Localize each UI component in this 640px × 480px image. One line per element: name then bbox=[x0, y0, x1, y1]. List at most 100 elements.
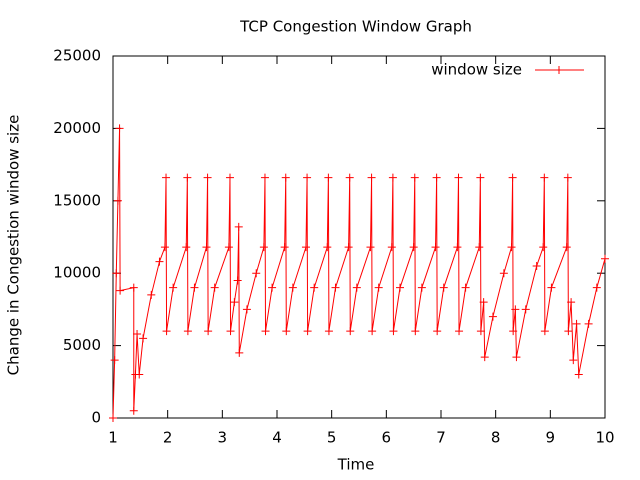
x-tick-label: 10 bbox=[595, 429, 614, 447]
point-marker bbox=[225, 173, 234, 182]
point-marker bbox=[323, 243, 332, 252]
point-marker bbox=[226, 327, 235, 336]
point-marker bbox=[374, 283, 383, 292]
point-marker bbox=[567, 298, 576, 307]
series-line bbox=[112, 128, 606, 419]
point-marker bbox=[563, 173, 572, 182]
x-tick-label: 2 bbox=[163, 429, 173, 447]
x-tick-label: 9 bbox=[546, 429, 556, 447]
point-marker bbox=[324, 327, 333, 336]
point-marker bbox=[475, 243, 484, 252]
y-tick-label: 15000 bbox=[53, 191, 101, 209]
y-tick-label: 10000 bbox=[53, 264, 101, 282]
point-marker bbox=[135, 370, 144, 379]
point-marker bbox=[461, 283, 470, 292]
point-marker bbox=[280, 243, 289, 252]
point-marker bbox=[242, 305, 251, 314]
point-marker bbox=[368, 327, 377, 336]
point-marker bbox=[409, 243, 418, 252]
point-marker bbox=[540, 327, 549, 336]
point-marker bbox=[540, 173, 549, 182]
point-marker bbox=[303, 327, 312, 336]
point-marker bbox=[592, 283, 601, 292]
point-marker bbox=[455, 327, 464, 336]
point-marker bbox=[235, 348, 244, 357]
point-marker bbox=[432, 173, 441, 182]
point-marker bbox=[202, 243, 211, 252]
point-marker bbox=[367, 173, 376, 182]
point-marker bbox=[115, 124, 124, 133]
point-marker bbox=[190, 283, 199, 292]
x-tick-label: 6 bbox=[382, 429, 392, 447]
point-marker bbox=[288, 283, 297, 292]
point-marker bbox=[268, 283, 277, 292]
point-marker bbox=[230, 298, 239, 307]
x-tick-label: 3 bbox=[218, 429, 228, 447]
point-marker bbox=[511, 305, 520, 314]
point-marker bbox=[155, 257, 164, 266]
y-tick-label: 25000 bbox=[53, 47, 101, 65]
y-tick-label: 0 bbox=[91, 409, 101, 427]
point-marker bbox=[479, 298, 488, 307]
point-marker bbox=[182, 243, 191, 252]
point-marker bbox=[411, 327, 420, 336]
point-marker bbox=[233, 276, 242, 285]
point-marker bbox=[112, 269, 121, 278]
point-marker bbox=[203, 173, 212, 182]
y-tick-label: 20000 bbox=[53, 119, 101, 137]
x-tick-label: 8 bbox=[491, 429, 501, 447]
point-marker bbox=[261, 327, 270, 336]
point-marker bbox=[417, 283, 426, 292]
x-tick-label: 7 bbox=[436, 429, 446, 447]
point-marker bbox=[389, 327, 398, 336]
point-marker bbox=[454, 173, 463, 182]
point-marker bbox=[210, 283, 219, 292]
point-marker bbox=[344, 243, 353, 252]
plot-border bbox=[112, 55, 606, 419]
point-marker bbox=[109, 414, 117, 422]
point-marker bbox=[521, 305, 530, 314]
point-marker bbox=[252, 269, 261, 278]
point-marker bbox=[147, 290, 156, 299]
point-marker bbox=[584, 319, 593, 328]
point-marker bbox=[113, 196, 122, 205]
point-marker bbox=[346, 327, 355, 336]
point-marker bbox=[410, 173, 419, 182]
point-marker bbox=[324, 173, 333, 182]
y-axis-label: Change in Congestion window size bbox=[5, 115, 23, 376]
point-marker bbox=[352, 283, 361, 292]
point-marker bbox=[162, 327, 171, 336]
point-marker bbox=[282, 327, 291, 336]
legend-marker bbox=[555, 66, 563, 74]
point-marker bbox=[476, 327, 485, 336]
point-marker bbox=[259, 243, 268, 252]
point-marker bbox=[301, 243, 310, 252]
point-marker bbox=[234, 222, 243, 231]
point-marker bbox=[129, 406, 138, 415]
point-marker bbox=[433, 327, 442, 336]
point-marker bbox=[183, 173, 192, 182]
point-marker bbox=[480, 353, 489, 362]
x-tick-label: 1 bbox=[108, 429, 118, 447]
chart-title: TCP Congestion Window Graph bbox=[239, 18, 472, 36]
x-tick-label: 5 bbox=[327, 429, 337, 447]
point-marker bbox=[204, 327, 213, 336]
point-marker bbox=[162, 173, 171, 182]
point-marker bbox=[453, 243, 462, 252]
point-marker bbox=[116, 286, 125, 295]
point-marker bbox=[331, 283, 340, 292]
point-marker bbox=[507, 243, 516, 252]
point-marker bbox=[488, 312, 497, 321]
point-marker bbox=[572, 319, 581, 328]
point-marker bbox=[476, 173, 485, 182]
point-marker bbox=[260, 173, 269, 182]
x-axis-label: Time bbox=[337, 456, 375, 474]
legend-label: window size bbox=[431, 61, 522, 79]
point-marker bbox=[310, 283, 319, 292]
point-marker bbox=[133, 330, 142, 339]
x-tick-label: 4 bbox=[272, 429, 282, 447]
point-marker bbox=[387, 243, 396, 252]
point-marker bbox=[562, 243, 571, 252]
point-marker bbox=[532, 261, 541, 270]
